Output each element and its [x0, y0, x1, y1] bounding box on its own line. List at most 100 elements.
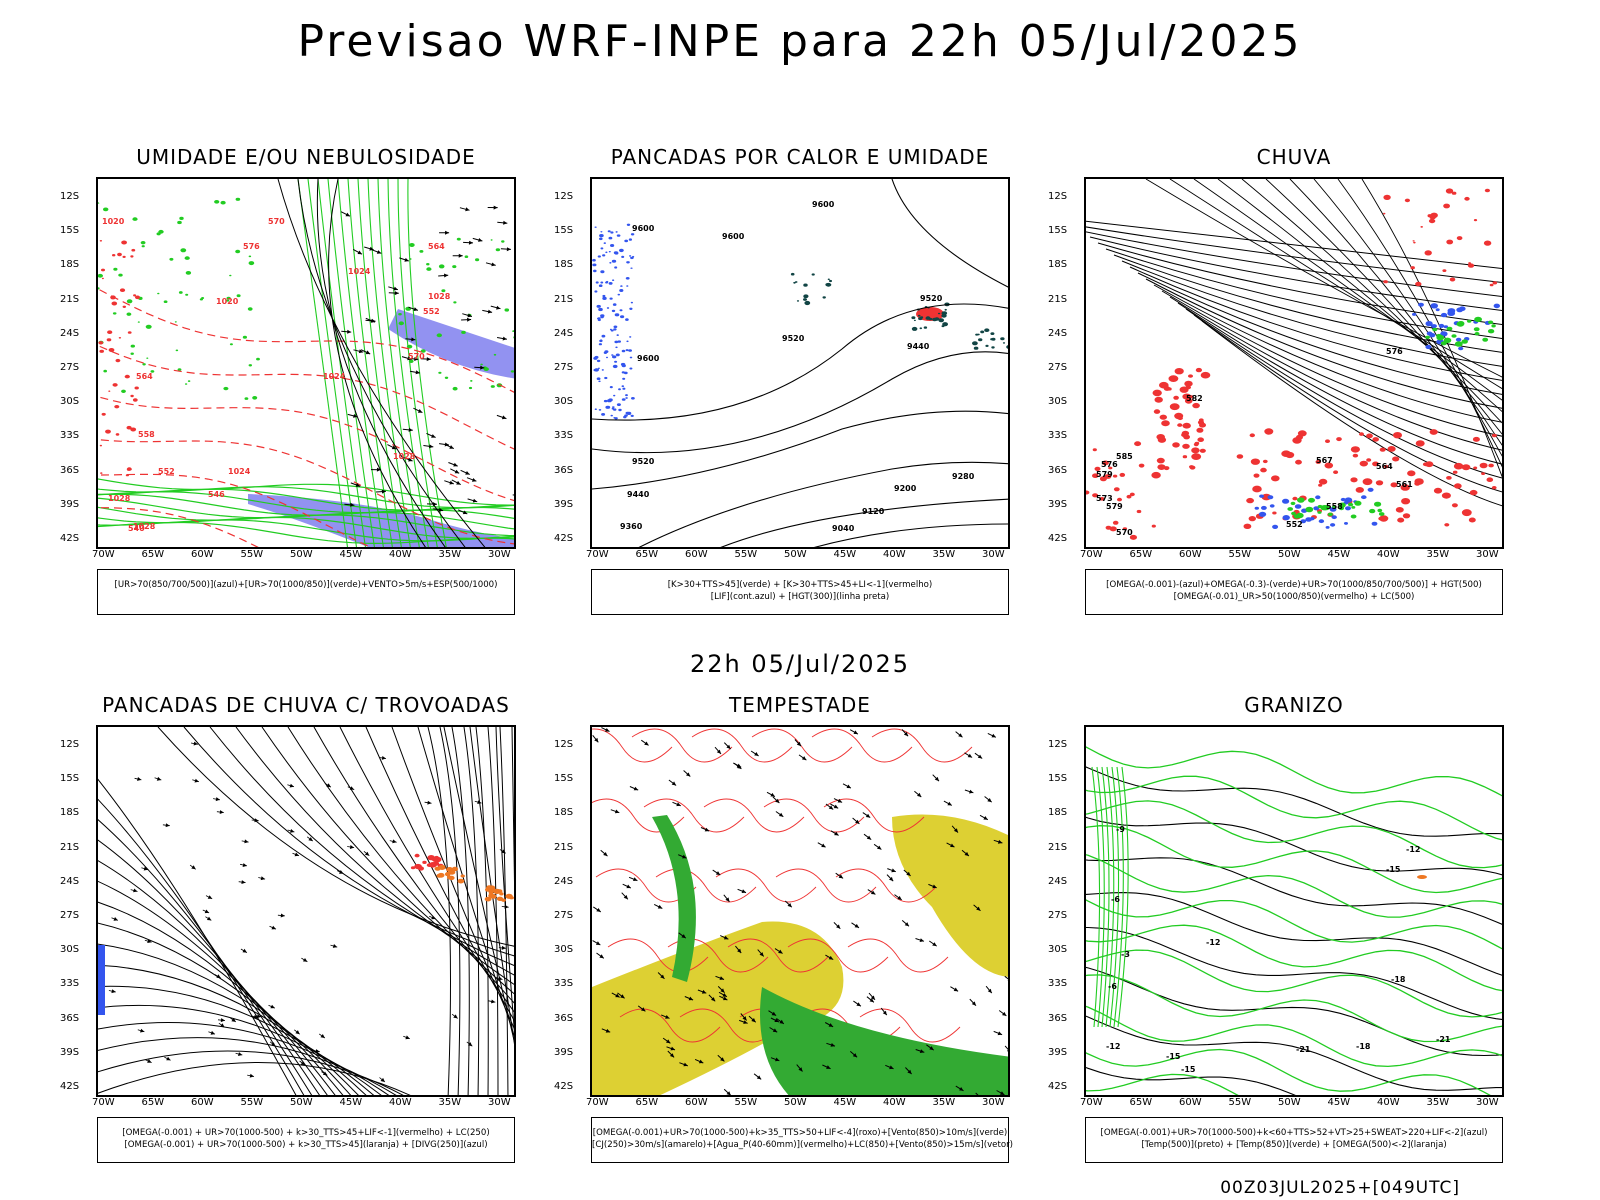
contour-label: 579 — [1096, 470, 1113, 479]
pw-red-contour-21 — [823, 798, 925, 833]
vector-shaft — [1004, 1045, 1008, 1051]
wind-vector-32 — [433, 507, 444, 512]
lon-label-40w: 40W — [883, 549, 906, 560]
legend-line-0: [UR>70(850/700/500)](azul)+[UR>70(1000/8… — [114, 580, 498, 590]
red-speck-39 — [127, 468, 130, 471]
rain-red-s-32 — [1446, 476, 1452, 480]
vector-head — [322, 1071, 328, 1076]
streamline-w-0 — [98, 778, 297, 1095]
wind-vector-38 — [448, 462, 458, 467]
wind-vector-0 — [438, 273, 449, 278]
rain-red-s-85 — [1352, 453, 1359, 458]
flow-arrow-16 — [251, 1015, 258, 1019]
vector-head — [244, 839, 249, 844]
rain-red-ne-16 — [1489, 283, 1494, 287]
lat-label-21s: 21S — [1048, 841, 1068, 853]
lon-label-50w: 50W — [784, 1097, 807, 1108]
lif-blue-speck-94 — [621, 255, 625, 258]
lat-label-33s: 33S — [554, 978, 574, 990]
vector-head — [828, 1023, 834, 1027]
wind-vector-119 — [668, 779, 677, 786]
lif-blue-speck-52 — [620, 285, 623, 287]
vector-head — [778, 949, 783, 954]
pw-red-contour-24 — [859, 1008, 961, 1043]
contour-label: 9600 — [722, 232, 745, 241]
contour-label: 567 — [1316, 456, 1333, 465]
rain-red-s-24 — [1488, 463, 1494, 468]
green-speck-17 — [137, 321, 140, 323]
lif-blue-speck-27 — [614, 360, 618, 363]
vector-head — [964, 851, 969, 856]
teal-speck-e-10 — [991, 337, 996, 341]
pw-red-contour-6 — [643, 798, 745, 833]
vector-head — [453, 462, 458, 467]
storm-red-8 — [410, 866, 416, 870]
wind-vector-54 — [459, 207, 470, 212]
vector-head — [870, 890, 876, 895]
pw-red-contour-15 — [751, 728, 853, 763]
wind-vector-60 — [784, 900, 793, 908]
flow-arrow-61 — [254, 1014, 262, 1019]
rain-green-s-12 — [1297, 497, 1305, 503]
vector-head — [798, 1067, 803, 1072]
streamline-9 — [1361, 179, 1502, 478]
rain-red-14 — [1159, 414, 1167, 420]
lat-label-24s: 24S — [1048, 875, 1068, 887]
wind-vector-125 — [622, 883, 632, 889]
lif-blue-speck-48 — [600, 247, 604, 250]
rain-red-s-22 — [1272, 511, 1277, 515]
vector-head — [502, 336, 507, 341]
rain-blue-ne-20 — [1418, 302, 1424, 307]
flow-arrow-18 — [306, 836, 314, 842]
vector-head — [207, 895, 213, 899]
lat-label-33s: 33S — [60, 430, 80, 442]
green-speck-55 — [242, 335, 247, 339]
hgt500-contour-3 — [1089, 236, 1502, 311]
green-speck-5 — [229, 274, 232, 277]
vector-head — [467, 313, 472, 318]
lon-label-50w: 50W — [290, 1097, 313, 1108]
wind-vector-51 — [887, 868, 896, 873]
wind-vector-89 — [678, 854, 687, 859]
lat-label-12s: 12S — [1048, 191, 1068, 202]
rain-green-ne-7 — [1474, 332, 1480, 336]
vector-head — [741, 889, 746, 893]
wind-vector-74 — [955, 731, 963, 738]
rain-blue-s-26 — [1294, 504, 1302, 509]
flow-arrow-7 — [269, 1041, 276, 1047]
legend-box: [OMEGA(-0.001) + UR>70(1000-500) + k>30_… — [97, 1117, 515, 1163]
wind-vector-110 — [708, 994, 716, 1002]
wind-vector-95 — [621, 892, 629, 900]
wind-vector-9 — [350, 482, 361, 487]
rain-red-39 — [1182, 422, 1191, 429]
teal-speck-e-12 — [990, 332, 995, 335]
lif-blue-speck-1 — [613, 325, 618, 329]
red-speck-26 — [111, 301, 118, 306]
streamline-w-14 — [98, 1050, 404, 1095]
lif-blue-speck-6 — [609, 262, 612, 264]
rain-red-13 — [1197, 437, 1204, 443]
rain-red-s-8 — [1379, 515, 1389, 522]
red-speck-29 — [130, 427, 137, 432]
flow-arrow-55 — [229, 1017, 237, 1023]
lif-blue-speck-72 — [612, 279, 615, 281]
lon-label-65w: 65W — [141, 549, 165, 560]
rain-red-ne-9 — [1445, 188, 1454, 194]
green-speck-40 — [98, 202, 100, 204]
lon-label-65w: 65W — [141, 1097, 165, 1108]
vector-head — [391, 445, 397, 450]
rain-red-s-58 — [1425, 461, 1434, 468]
vector-head — [453, 1014, 458, 1019]
vector-shaft — [975, 1092, 979, 1095]
lon-label-30w: 30W — [982, 1097, 1005, 1108]
lat-label-30s: 30S — [60, 396, 80, 408]
rain-blue-s-22 — [1272, 524, 1279, 529]
lon-label-55w: 55W — [734, 549, 758, 560]
contour-label: 573 — [1096, 494, 1113, 503]
rain-red-ne-13 — [1503, 256, 1504, 258]
rain-red-s-15 — [1429, 429, 1438, 435]
rain-red-s-43 — [1451, 503, 1458, 508]
wind-vector-40 — [719, 935, 729, 940]
vector-head — [726, 1091, 731, 1095]
vector-head — [491, 262, 496, 267]
